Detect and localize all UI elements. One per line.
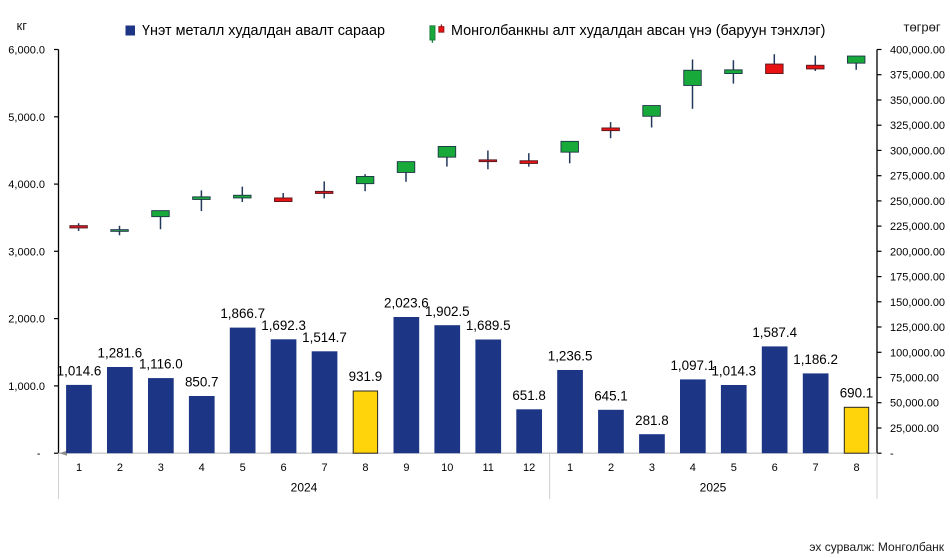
svg-text:3: 3 — [649, 462, 655, 474]
svg-text:375,000.00: 375,000.00 — [890, 70, 945, 82]
svg-text:6: 6 — [281, 462, 287, 474]
svg-text:эх сурвалж: Монголбанк: эх сурвалж: Монголбанк — [809, 540, 944, 554]
svg-text:2025: 2025 — [700, 481, 727, 495]
svg-text:125,000.00: 125,000.00 — [890, 322, 945, 334]
svg-text:Монголбанкны алт худалдан авса: Монголбанкны алт худалдан авсан үнэ (бар… — [451, 23, 825, 39]
svg-text:-: - — [37, 448, 41, 460]
svg-text:645.1: 645.1 — [594, 388, 628, 403]
svg-text:2: 2 — [608, 462, 614, 474]
svg-text:690.1: 690.1 — [840, 385, 874, 400]
svg-text:225,000.00: 225,000.00 — [890, 221, 945, 233]
svg-text:7: 7 — [813, 462, 819, 474]
svg-text:6: 6 — [772, 462, 778, 474]
svg-text:931.9: 931.9 — [349, 369, 383, 384]
svg-text:8: 8 — [853, 462, 859, 474]
svg-text:4: 4 — [199, 462, 205, 474]
svg-text:10: 10 — [441, 462, 453, 474]
svg-text:4: 4 — [690, 462, 696, 474]
svg-text:3: 3 — [158, 462, 164, 474]
svg-text:150,000.00: 150,000.00 — [890, 297, 945, 309]
svg-text:4,000.0: 4,000.0 — [8, 179, 45, 191]
svg-text:300,000.00: 300,000.00 — [890, 145, 945, 157]
svg-text:5: 5 — [731, 462, 737, 474]
svg-text:Үнэт металл худалдан авалт сар: Үнэт металл худалдан авалт сараар — [142, 23, 385, 39]
svg-text:250,000.00: 250,000.00 — [890, 196, 945, 208]
svg-text:175,000.00: 175,000.00 — [890, 272, 945, 284]
svg-text:281.8: 281.8 — [635, 413, 669, 428]
svg-text:2: 2 — [117, 462, 123, 474]
svg-text:1,692.3: 1,692.3 — [261, 318, 306, 333]
svg-text:50,000.00: 50,000.00 — [890, 398, 939, 410]
svg-text:1,866.7: 1,866.7 — [220, 306, 265, 321]
svg-text:7: 7 — [321, 462, 327, 474]
svg-text:275,000.00: 275,000.00 — [890, 171, 945, 183]
svg-text:5: 5 — [240, 462, 246, 474]
svg-text:5,000.0: 5,000.0 — [8, 112, 45, 124]
svg-text:2,023.6: 2,023.6 — [384, 296, 429, 311]
svg-text:1,689.5: 1,689.5 — [466, 318, 511, 333]
svg-text:1: 1 — [76, 462, 82, 474]
svg-text:850.7: 850.7 — [185, 375, 219, 390]
svg-text:100,000.00: 100,000.00 — [890, 347, 945, 359]
svg-text:325,000.00: 325,000.00 — [890, 120, 945, 132]
svg-text:2024: 2024 — [291, 481, 318, 495]
svg-text:1,014.3: 1,014.3 — [711, 364, 756, 379]
svg-text:1,514.7: 1,514.7 — [302, 330, 347, 345]
svg-text:1,236.5: 1,236.5 — [548, 349, 593, 364]
svg-text:1,000.0: 1,000.0 — [8, 381, 45, 393]
svg-text:1,014.6: 1,014.6 — [57, 364, 102, 379]
svg-text:1,587.4: 1,587.4 — [752, 325, 797, 340]
svg-text:651.8: 651.8 — [512, 388, 546, 403]
svg-text:төгрөг: төгрөг — [904, 20, 941, 35]
svg-text:1,281.6: 1,281.6 — [98, 346, 143, 361]
svg-text:200,000.00: 200,000.00 — [890, 246, 945, 258]
svg-text:кг: кг — [17, 18, 28, 33]
svg-text:2,000.0: 2,000.0 — [8, 314, 45, 326]
svg-text:3,000.0: 3,000.0 — [8, 246, 45, 258]
svg-text:11: 11 — [482, 462, 493, 474]
svg-text:1,097.1: 1,097.1 — [670, 358, 715, 373]
svg-text:1,902.5: 1,902.5 — [425, 304, 470, 319]
svg-text:9: 9 — [403, 462, 409, 474]
svg-text:1,116.0: 1,116.0 — [139, 357, 183, 372]
svg-text:-: - — [890, 448, 894, 460]
svg-text:350,000.00: 350,000.00 — [890, 95, 945, 107]
svg-text:12: 12 — [523, 462, 535, 474]
svg-text:1: 1 — [567, 462, 573, 474]
svg-text:6,000.0: 6,000.0 — [8, 45, 45, 57]
svg-text:1,186.2: 1,186.2 — [793, 352, 838, 367]
svg-text:25,000.00: 25,000.00 — [890, 423, 939, 435]
svg-text:400,000.00: 400,000.00 — [890, 45, 945, 57]
svg-text:8: 8 — [362, 462, 368, 474]
svg-text:75,000.00: 75,000.00 — [890, 373, 939, 385]
